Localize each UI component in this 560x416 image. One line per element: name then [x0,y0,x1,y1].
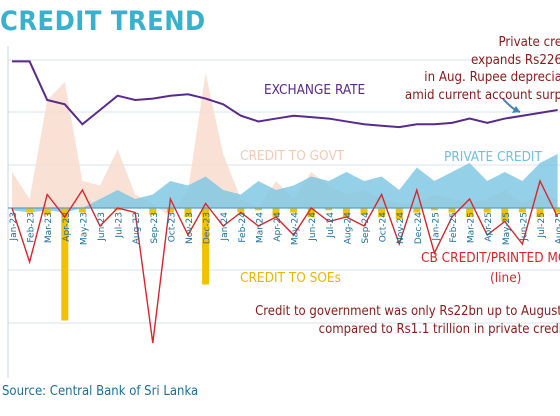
x-tick-label: Feb-23 [27,212,37,243]
credit-to-govt-label: CREDIT TO GOVT [240,148,345,164]
soe-bar [307,208,315,217]
annotation-line: Private cre [498,35,560,50]
cb-credit-line [11,179,559,344]
x-tick-label: Jan-24 [220,212,230,242]
x-tick-label: Jul-24 [326,212,336,239]
x-tick-label: May-24 [291,212,301,245]
chart-title: CREDIT TREND [0,6,206,37]
soe-bar [254,208,262,211]
x-tick-label: Oct-24 [379,212,389,243]
soe-bar [518,208,526,213]
soe-bar [202,208,210,285]
x-tick-label: Jun-25 [519,212,529,242]
x-tick-label: Aug-25 [555,212,560,244]
x-tick-label: Jun-23 [97,212,107,242]
private-credit-label: PRIVATE CREDIT [444,149,542,165]
x-tick-label: Oct-23 [167,212,177,242]
x-tick-label: Sep-23 [150,212,160,244]
x-tick-label: Mar-25 [467,212,477,243]
x-tick-label: Jul-23 [115,212,125,239]
x-tick-label: Mar-24 [255,212,265,243]
soe-bar [184,208,192,217]
soe-bar [342,208,350,217]
x-tick-label: Jan-25 [431,212,441,242]
x-tick-label: Dec-24 [414,212,424,244]
soe-bar [149,208,157,215]
x-tick-label: Nov-24 [396,212,406,244]
x-tick-label: Jan-23 [9,212,19,242]
x-tick-label: Nov-23 [185,212,195,244]
x-tick-label: Apr-23 [62,212,72,242]
arrow-head-icon [512,106,520,113]
x-tick-label: Apr-25 [484,212,494,242]
x-tick-label: Sep-24 [361,212,371,244]
soe-bar [430,208,438,211]
soe-bar [272,208,280,217]
soe-bar [78,208,86,213]
soe-bar [501,208,509,222]
private-credit-annotation: Private cre expands Rs226 in Aug. Rupee … [405,34,560,104]
soe-bar [483,208,491,213]
soe-bar [554,208,560,213]
annotation-line: Credit to government was only Rs22bn up … [255,304,560,319]
soe-bar [536,208,544,217]
x-tick-label: Aug-23 [132,212,142,244]
annotation-line: compared to Rs1.1 trillion in private cr… [318,322,560,337]
exchange-rate-line [12,60,558,129]
x-tick-label: Feb-24 [238,212,248,243]
x-tick-label: Apr-24 [273,212,283,242]
exchange-rate-label: EXCHANGE RATE [264,82,366,98]
credit-to-soes-label: CREDIT TO SOEs [240,270,341,286]
x-tick-label: Jun-24 [308,212,318,242]
x-tick-label: May-25 [502,212,512,245]
soe-bar [325,208,333,211]
soe-bar [466,208,474,217]
x-tick-label: Mar-23 [44,212,54,243]
private-credit-area [12,154,558,213]
x-tick-label: Feb-25 [449,212,459,243]
soe-bar [360,208,368,215]
annotation-line: in Aug. Rupee deprecia [424,70,560,85]
annotation-line: amid current account surp [404,87,560,103]
x-tick-label: Jul-25 [537,212,547,239]
soe-bar [43,208,51,215]
cb-credit-sublabel: (line) [490,270,522,286]
soe-bar [166,208,174,213]
x-tick-label: May-23 [79,212,89,245]
plot-area: Jan-23 Feb-23 Mar-23 Apr-23 May-23 Jun-23 Jul-… [7,46,560,378]
cb-credit-label: CB CREDIT/PRINTED MONE [421,250,560,266]
soe-bar [61,208,69,321]
source-note: Source: Central Bank of Sri Lanka [2,384,199,399]
soe-bar [290,208,298,213]
soe-bar [448,208,456,213]
x-tick-label: Dec-23 [203,212,213,244]
soe-bar [395,208,403,220]
x-tick-label: Aug-24 [343,212,353,245]
soe-bar [378,208,386,217]
soe-bar [413,208,421,213]
soe-bar [114,208,122,211]
soe-bar [237,208,245,213]
soe-bar [26,208,34,213]
annotation-line: expands Rs226 [471,52,560,68]
government-credit-annotation: Credit to government was only Rs22bn up … [255,303,560,339]
